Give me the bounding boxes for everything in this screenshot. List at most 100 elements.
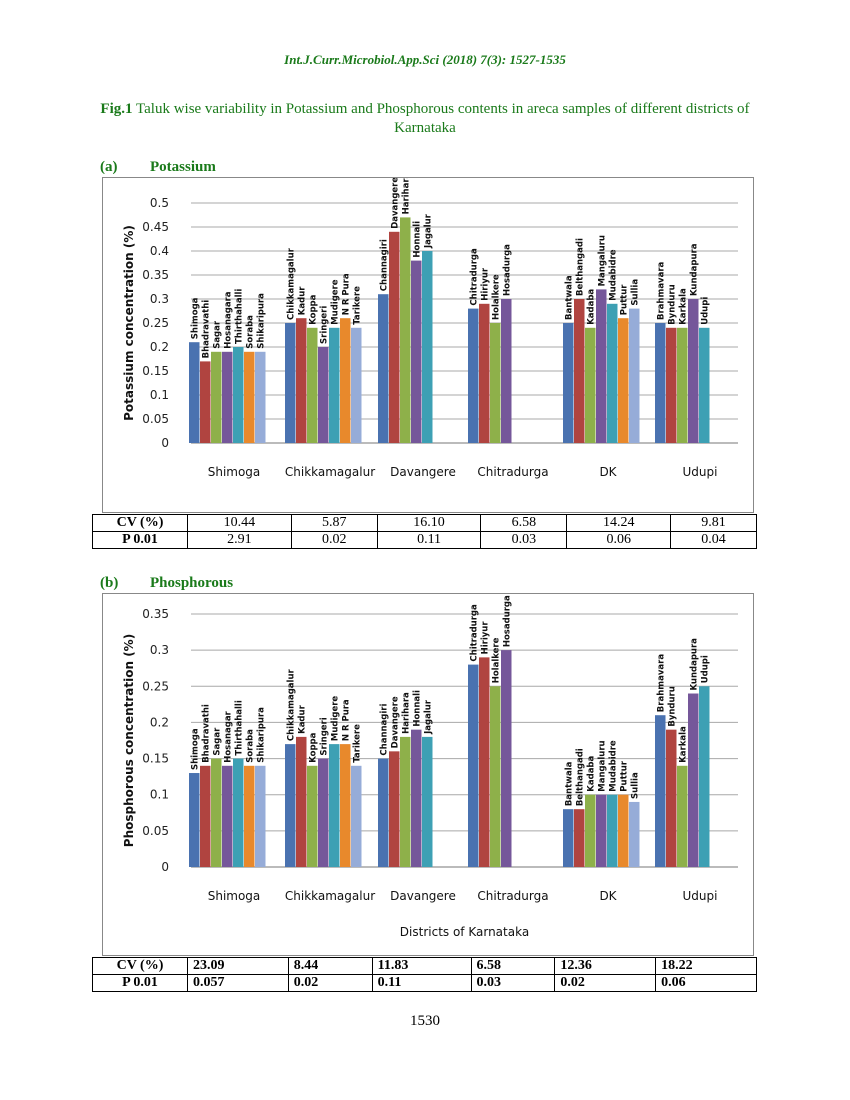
bar	[629, 308, 640, 443]
taluk-label: Hosanagara	[224, 291, 234, 349]
bar	[479, 303, 490, 443]
x-tick-label: Udupi	[683, 465, 718, 479]
taluk-label: Bhadravathi	[202, 704, 212, 763]
x-tick-label: DK	[599, 465, 617, 479]
taluk-label: Chitradurga	[470, 248, 480, 306]
taluk-label: Chikkamagalur	[287, 668, 297, 741]
taluk-label: Belthangadi	[576, 238, 586, 296]
taluk-label: Bynduru	[668, 686, 678, 726]
bar	[255, 765, 266, 867]
bar	[378, 758, 389, 867]
y-tick-label: 0.15	[142, 752, 169, 766]
taluk-label: Shimoga	[191, 728, 201, 770]
bar	[563, 323, 574, 443]
figure-caption: Fig.1 Taluk wise variability in Potassiu…	[95, 100, 755, 138]
bar	[422, 251, 433, 443]
taluk-label: Kundapura	[690, 638, 700, 691]
taluk-label: Mangaluru	[598, 740, 608, 791]
taluk-label: Kadur	[298, 286, 308, 315]
cv-value-shimoga: 23.09	[187, 957, 289, 975]
taluk-label: N R Pura	[342, 273, 352, 315]
p-value-udupi: 0.06	[655, 974, 757, 992]
taluk-label: Davangere	[391, 696, 401, 748]
taluk-label: Sagar	[213, 727, 223, 756]
p-value-davangere: 0.11	[371, 974, 472, 992]
phosphorous-chart: 0 0.05 0.1 0.15 0.2 0.25 0.3 0.35 Phosphorous co…	[122, 595, 738, 939]
bar	[340, 318, 351, 443]
bar	[340, 744, 351, 867]
taluk-label: Harihara	[402, 692, 412, 734]
p-value-chikkamagalur: 0.02	[290, 531, 378, 549]
bar	[422, 736, 433, 867]
bar	[655, 323, 666, 443]
y-tick-label: 0.2	[150, 340, 169, 354]
taluk-label: Mudigere	[331, 696, 341, 742]
bar	[607, 794, 618, 867]
page-number: 1530	[410, 1013, 440, 1029]
taluk-label: Kadaba	[587, 755, 597, 791]
bar	[222, 351, 233, 443]
potassium-stats-table: CV (%) 10.44 5.87 16.10 6.58 14.24 9.81 …	[92, 514, 757, 549]
bar	[296, 736, 307, 867]
taluk-label: Honnali	[413, 690, 423, 727]
taluk-label: Sringeri	[320, 717, 330, 755]
bar	[574, 299, 585, 443]
bar	[574, 809, 585, 867]
bar	[351, 765, 362, 867]
x-tick-label: Chikkamagalur	[285, 889, 375, 903]
taluk-label: Koppa	[309, 732, 319, 762]
taluk-label: Udupi	[701, 297, 711, 325]
table-row: P 0.01 0.057 0.02 0.11 0.03 0.02 0.06	[92, 974, 757, 992]
bar	[318, 347, 329, 443]
figure-caption-text: Taluk wise variability in Potassium and …	[136, 101, 750, 136]
section-b-label: (b) Phosphorous	[100, 575, 233, 592]
bar	[585, 327, 596, 443]
y-tick-label: 0.45	[142, 220, 169, 234]
bar	[655, 715, 666, 867]
x-tick-label: Chitradurga	[477, 889, 548, 903]
taluk-label: Sullia	[631, 772, 641, 799]
bar	[585, 794, 596, 867]
figure-label: Fig.1	[100, 101, 133, 117]
bar	[468, 308, 479, 443]
taluk-label: Kundapura	[690, 243, 700, 296]
table-row: CV (%) 23.09 8.44 11.83 6.58 12.36 18.22	[92, 957, 757, 975]
taluk-label: Brahmavara	[657, 654, 667, 713]
bar	[296, 318, 307, 443]
phosphorous-stats-table: CV (%) 23.09 8.44 11.83 6.58 12.36 18.22…	[92, 957, 757, 992]
taluk-label: Koppa	[309, 294, 319, 324]
taluk-label: Channagiri	[380, 239, 390, 291]
p-value-dk: 0.02	[554, 974, 657, 992]
bar	[233, 758, 244, 867]
bar	[400, 736, 411, 867]
x-tick-label: Udupi	[683, 889, 718, 903]
bar	[666, 327, 677, 443]
y-tick-label: 0.35	[142, 607, 169, 621]
bar	[189, 342, 200, 443]
bar	[677, 765, 688, 867]
cv-value-chitradurga: 6.58	[480, 514, 568, 532]
journal-header: Int.J.Curr.Microbiol.App.Sci (2018) 7(3)…	[284, 52, 566, 67]
taluk-label: Channagiri	[380, 704, 390, 756]
bar	[501, 650, 512, 867]
bar	[244, 351, 255, 443]
potassium-chart-frame: 0 0.05 0.1 0.15 0.2 0.25 0.3 0.35 0.4 0.45 0.5 Pota…	[102, 172, 754, 513]
taluk-label: Davangere	[391, 178, 401, 229]
bar	[307, 765, 318, 867]
taluk-label: Bantwala	[565, 275, 575, 320]
y-tick-label: 0.25	[142, 679, 169, 693]
bar	[378, 294, 389, 443]
taluk-label: N R Pura	[342, 699, 352, 741]
potassium-chart: 0 0.05 0.1 0.15 0.2 0.25 0.3 0.35 0.4 0.45 0.5 Pota…	[122, 172, 738, 479]
taluk-label: Karkala	[679, 288, 689, 325]
y-tick-label: 0.05	[142, 412, 169, 426]
taluk-label: Jagalur	[424, 699, 434, 735]
taluk-label: Holalkere	[492, 637, 502, 683]
x-tick-label: Davangere	[390, 465, 456, 479]
table-row: P 0.01 2.91 0.02 0.11 0.03 0.06 0.04	[92, 531, 757, 549]
bar	[400, 217, 411, 443]
cv-value-dk: 14.24	[566, 514, 672, 532]
p-value-chitradurga: 0.03	[480, 531, 568, 549]
p-value-shimoga: 0.057	[187, 974, 289, 992]
cv-value-dk: 12.36	[554, 957, 657, 975]
